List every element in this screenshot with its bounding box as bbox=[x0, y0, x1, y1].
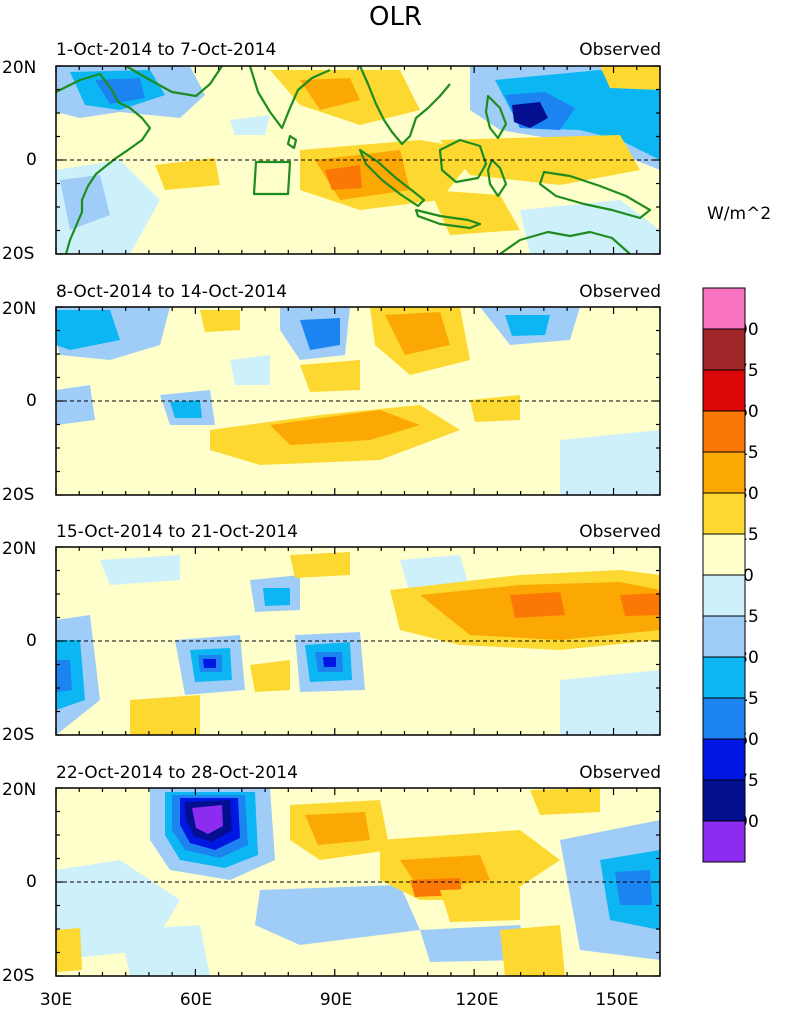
positive-anomaly-shading bbox=[155, 66, 660, 235]
lon-tick-30e: 30E bbox=[39, 990, 73, 1010]
colorbar-swatch bbox=[702, 492, 746, 535]
colorbar-swatch bbox=[702, 779, 746, 822]
lat-tick-20s: 20S bbox=[2, 244, 35, 264]
panel-2-period: 8-Oct-2014 to 14-Oct-2014 bbox=[56, 282, 288, 302]
philippines bbox=[484, 94, 508, 140]
borneo bbox=[438, 138, 488, 184]
lon-tick-120e: 120E bbox=[455, 990, 499, 1010]
lat-tick-0: 0 bbox=[26, 631, 37, 651]
negative-anomaly-shading bbox=[56, 788, 660, 976]
lat-tick-20s: 20S bbox=[2, 966, 35, 986]
equator-lines bbox=[56, 159, 660, 883]
colorbar-swatch bbox=[702, 615, 746, 658]
colorbar-swatch bbox=[702, 328, 746, 371]
colorbar-swatch bbox=[702, 574, 746, 617]
lat-tick-20n: 20N bbox=[2, 58, 37, 78]
colorbar-swatch bbox=[702, 533, 746, 576]
panel-1-period: 1-Oct-2014 to 7-Oct-2014 bbox=[56, 40, 277, 60]
africa-coast bbox=[56, 72, 152, 254]
lat-tick-20s: 20S bbox=[2, 725, 35, 745]
india-coast bbox=[248, 66, 331, 130]
colorbar bbox=[702, 287, 746, 863]
positive-anomaly-shading bbox=[130, 552, 660, 735]
colorbar-swatch bbox=[702, 410, 746, 453]
lat-tick-0: 0 bbox=[26, 150, 37, 170]
colorbar-swatch bbox=[702, 656, 746, 699]
colorbar-label: 0 bbox=[743, 566, 754, 586]
positive-anomaly-shading bbox=[200, 307, 520, 465]
sumatra bbox=[358, 148, 426, 208]
negative-anomaly-shading bbox=[56, 555, 660, 735]
map-title: OLR bbox=[368, 2, 422, 32]
indochina-coast bbox=[358, 66, 451, 146]
arabia-coast bbox=[125, 66, 223, 98]
box-region bbox=[252, 160, 292, 196]
new-guinea bbox=[538, 170, 652, 220]
panel-3-label: Observed bbox=[579, 522, 661, 542]
panel-4-period: 22-Oct-2014 to 28-Oct-2014 bbox=[56, 763, 298, 783]
lon-tick-60e: 60E bbox=[179, 990, 213, 1010]
colorbar-swatch bbox=[702, 697, 746, 740]
australia-coast bbox=[499, 230, 631, 254]
axis-tick-marks bbox=[55, 65, 661, 977]
sri-lanka bbox=[286, 134, 298, 150]
lat-tick-20n: 20N bbox=[2, 539, 37, 559]
panel-1-label: Observed bbox=[579, 40, 661, 60]
panel-4-label: Observed bbox=[579, 763, 661, 783]
colorbar-swatch bbox=[702, 820, 746, 863]
coastline-layer bbox=[56, 66, 652, 254]
lat-tick-20n: 20N bbox=[2, 780, 37, 800]
lat-tick-0: 0 bbox=[26, 391, 37, 411]
lon-tick-150e: 150E bbox=[595, 990, 639, 1010]
colorbar-swatch bbox=[702, 738, 746, 781]
colorbar-units: W/m^2 bbox=[707, 204, 772, 224]
panel-3-period: 15-Oct-2014 to 21-Oct-2014 bbox=[56, 522, 298, 542]
lat-tick-20n: 20N bbox=[2, 299, 37, 319]
positive-anomaly-shading bbox=[56, 788, 600, 976]
colorbar-swatch bbox=[702, 451, 746, 494]
java bbox=[414, 208, 482, 230]
lat-tick-20s: 20S bbox=[2, 485, 35, 505]
lat-tick-0: 0 bbox=[26, 872, 37, 892]
colorbar-swatch bbox=[702, 369, 746, 412]
panel-2-label: Observed bbox=[579, 282, 661, 302]
negative-anomaly-shading bbox=[56, 307, 660, 495]
sulawesi bbox=[486, 158, 508, 198]
lon-tick-90e: 90E bbox=[319, 990, 353, 1010]
colorbar-swatch bbox=[702, 287, 746, 330]
